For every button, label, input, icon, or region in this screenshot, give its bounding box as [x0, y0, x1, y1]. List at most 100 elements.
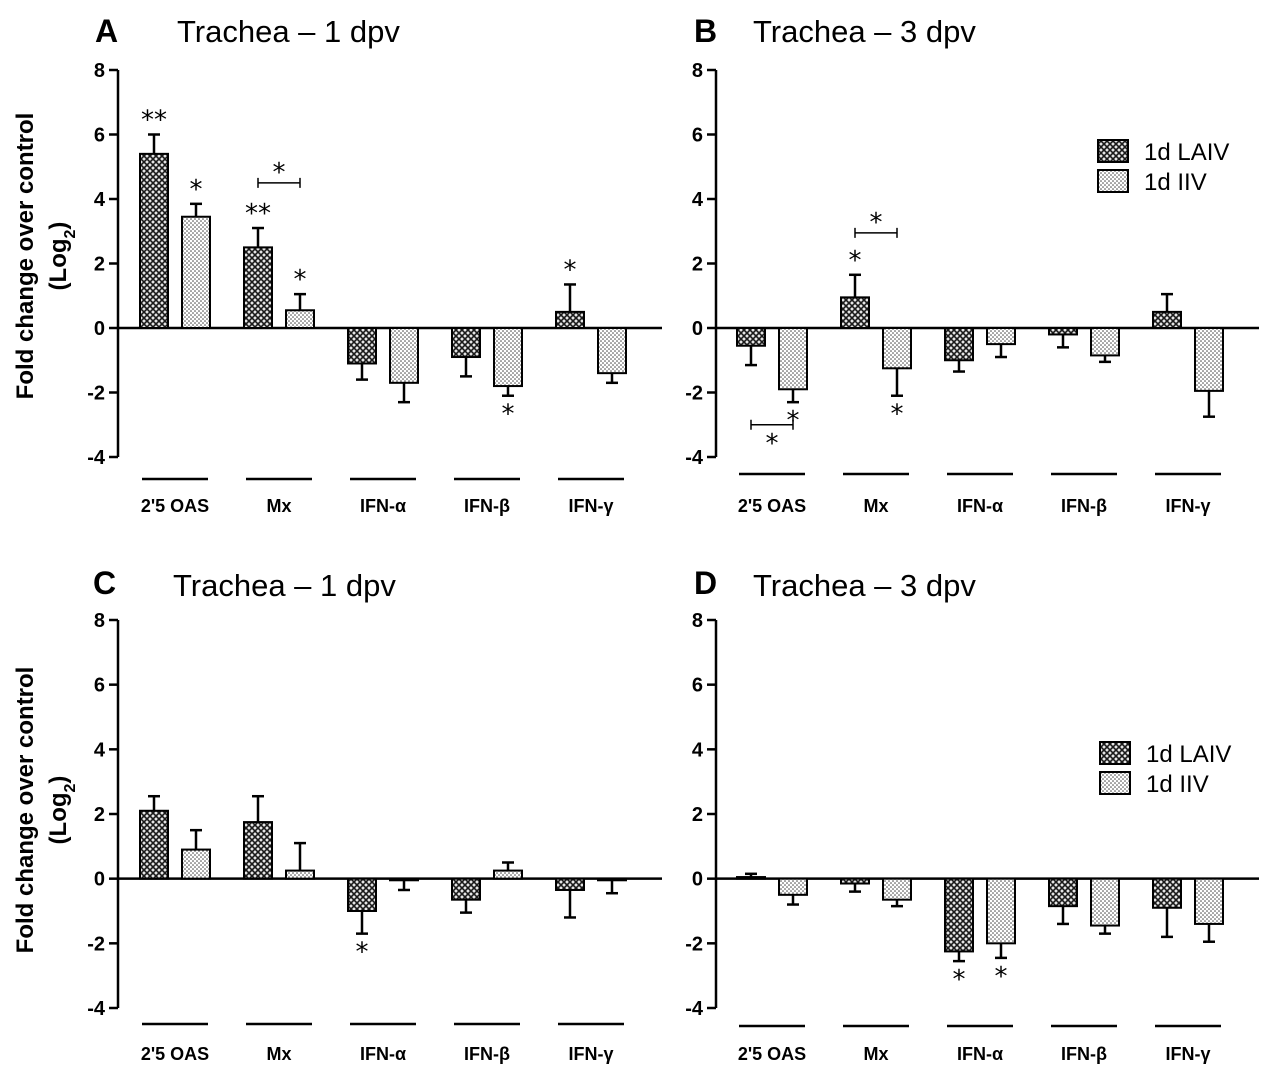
y-tick-label: -2: [87, 383, 105, 405]
x-tick-label: Mx: [266, 1044, 291, 1064]
y-tick-label: 2: [94, 254, 105, 276]
y-tick-label: 8: [94, 610, 105, 632]
y-tick-label: 4: [692, 739, 704, 761]
y-tick-label: 4: [692, 189, 704, 211]
bar: [243, 821, 273, 880]
y-tick-label: 0: [692, 869, 703, 891]
significance-star: *: [564, 255, 577, 285]
bar: [1152, 310, 1182, 329]
bar: [944, 877, 974, 953]
panel-letter: B: [694, 13, 717, 49]
x-tick-label: IFN-α: [957, 496, 1003, 516]
y-tick-label: -4: [87, 998, 106, 1020]
x-tick-label: IFN-β: [1061, 496, 1107, 516]
significance-star: **: [141, 106, 167, 136]
significance-star: *: [356, 938, 369, 968]
bar: [597, 327, 627, 375]
panel-title: Trachea – 1 dpv: [173, 568, 396, 603]
panel-c: C Trachea – 1 dpv -4 -2 0 2 4 6 8 2'5 OAS Mx IFN-α I…: [87, 565, 662, 1064]
y-tick-label: -2: [685, 383, 703, 405]
x-tick-label: IFN-β: [464, 496, 510, 516]
y-tick-label: -4: [685, 447, 704, 469]
significance-star: *: [502, 400, 515, 430]
panel-letter: A: [95, 13, 118, 49]
y-axis-label-bottom: Fold change over control: [12, 667, 39, 954]
bar: [243, 246, 273, 329]
bar: [736, 327, 766, 347]
x-tick-label: 2'5 OAS: [738, 1044, 806, 1064]
y-tick-label: -4: [87, 447, 106, 469]
legend-swatch: [1097, 169, 1129, 193]
y-tick-label: 2: [692, 254, 703, 276]
panel-d: D Trachea – 3 dpv -4 -2 0 2 4 6 8 2'5 OAS Mx IFN-α I…: [685, 565, 1259, 1064]
panel-b: B Trachea – 3 dpv -4 -2 0 2 4 6 8 2'5 OAS Mx IFN-α I…: [685, 13, 1259, 516]
panel-a: A Trachea – 1 dpv -4 -2 0 2 4 6 8 2'5 OAS Mx IFN-α I…: [87, 13, 662, 516]
bar: [840, 296, 870, 329]
x-tick-label: IFN-α: [360, 1044, 406, 1064]
bar: [1194, 877, 1224, 925]
significance-star: **: [245, 199, 271, 229]
bar: [451, 327, 481, 359]
bar: [181, 215, 211, 329]
x-tick-label: Mx: [863, 1044, 888, 1064]
y-tick-label: 0: [94, 869, 105, 891]
bar: [1194, 327, 1224, 392]
y-tick-label: -2: [685, 933, 703, 955]
bar: [389, 327, 419, 384]
y-tick-label: 0: [692, 318, 703, 340]
legend-swatch: [1099, 771, 1131, 795]
panel-title: Trachea – 3 dpv: [753, 14, 976, 49]
significance-star: *: [891, 400, 904, 430]
y-tick-label: 0: [94, 318, 105, 340]
bar: [736, 876, 766, 880]
panel-title: Trachea – 3 dpv: [753, 568, 976, 603]
bar: [451, 877, 481, 901]
bar: [882, 877, 912, 901]
y-tick-label: 2: [94, 804, 105, 826]
panel-letter: D: [694, 565, 717, 601]
x-tick-label: Mx: [266, 496, 291, 516]
panel-letter: C: [93, 565, 116, 601]
significance-star: *: [294, 265, 307, 295]
significance-star: *: [849, 246, 862, 276]
bar: [778, 877, 808, 896]
bar: [882, 327, 912, 370]
x-tick-label: 2'5 OAS: [738, 496, 806, 516]
significance-star: *: [190, 175, 203, 205]
legend-label: 1d IIV: [1144, 169, 1207, 196]
y-tick-label: 2: [692, 804, 703, 826]
bar: [555, 877, 585, 891]
bar: [139, 152, 169, 329]
significance-star: *: [953, 965, 966, 995]
y-tick-label: 8: [94, 60, 105, 82]
bar: [1048, 877, 1078, 908]
y-axis-label-top: Fold change over control: [12, 113, 39, 400]
x-tick-label: 2'5 OAS: [141, 496, 209, 516]
bar: [1090, 877, 1120, 927]
x-tick-label: Mx: [863, 496, 888, 516]
x-tick-label: 2'5 OAS: [141, 1044, 209, 1064]
bar: [181, 848, 211, 880]
bar: [840, 877, 870, 885]
x-tick-label: IFN-γ: [569, 1044, 614, 1064]
x-tick-label: IFN-γ: [1166, 1044, 1211, 1064]
panel-title: Trachea – 1 dpv: [177, 14, 400, 49]
legend-swatch: [1099, 741, 1131, 765]
y-tick-label: 6: [692, 125, 703, 147]
bar: [285, 869, 315, 880]
bar: [597, 877, 627, 882]
legend-label: 1d IIV: [1146, 771, 1209, 798]
x-tick-label: IFN-β: [464, 1044, 510, 1064]
bar: [347, 877, 377, 913]
y-axis-unit-top: (Log2): [45, 222, 79, 291]
y-axis-unit-bottom: (Log2): [45, 776, 79, 845]
bar: [944, 327, 974, 362]
x-tick-label: IFN-γ: [1166, 496, 1211, 516]
significance-star: *: [995, 962, 1008, 992]
bar: [1152, 877, 1182, 909]
y-tick-label: 6: [94, 125, 105, 147]
bar: [139, 809, 169, 880]
bracket-star: *: [273, 158, 286, 188]
bar: [555, 310, 585, 329]
